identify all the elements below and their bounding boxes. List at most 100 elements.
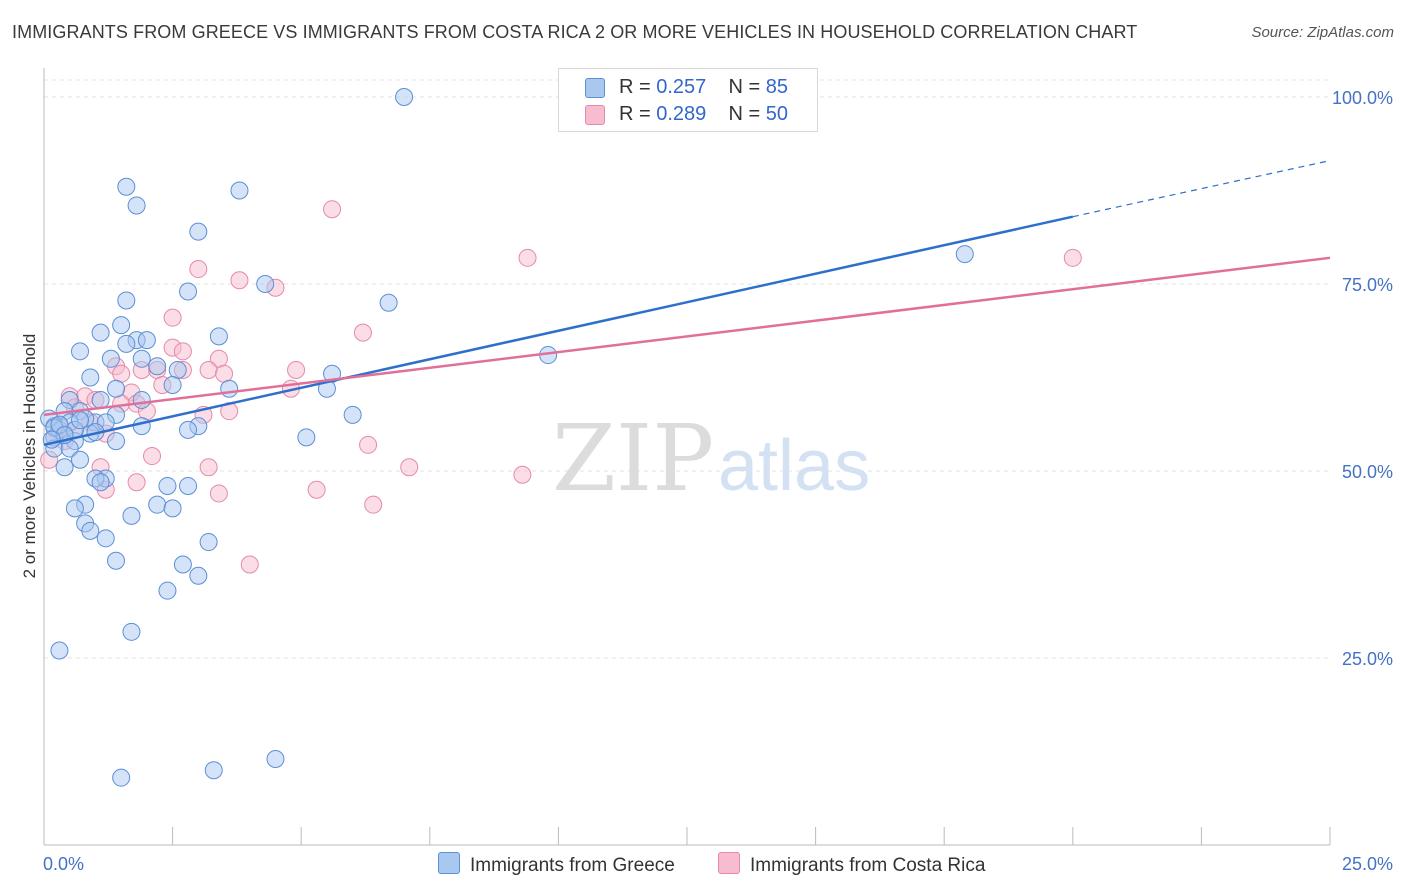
greece-point — [51, 642, 68, 659]
costa-rica-point — [324, 201, 341, 218]
costa-rica-point — [174, 343, 191, 360]
greece-swatch-icon — [585, 78, 605, 98]
costa-rica-point — [360, 436, 377, 453]
greece-point — [102, 350, 119, 367]
greece-point — [221, 380, 238, 397]
greece-point — [108, 380, 125, 397]
greece-point — [396, 89, 413, 106]
costa-rica-point — [288, 362, 305, 379]
legend-costa-r-label: R = — [619, 103, 651, 125]
costa-rica-point — [144, 448, 161, 465]
legend-costa-n-value: 50 — [766, 103, 788, 125]
greece-point — [956, 246, 973, 263]
greece-point — [133, 418, 150, 435]
greece-point — [97, 530, 114, 547]
greece-point — [82, 369, 99, 386]
greece-point — [180, 477, 197, 494]
costa-rica-point — [241, 556, 258, 573]
greece-point — [123, 623, 140, 640]
greece-point — [72, 343, 89, 360]
y-tick-label: 50.0% — [1342, 462, 1393, 482]
greece-point — [298, 429, 315, 446]
costa-rica-point — [190, 261, 207, 278]
greece-point — [72, 412, 89, 429]
greece-point — [113, 317, 130, 334]
greece-point — [344, 406, 361, 423]
legend-costa-r-value: 0.289 — [656, 103, 706, 125]
costa-rica-point — [128, 474, 145, 491]
costa-rica-point — [308, 481, 325, 498]
greece-point — [190, 567, 207, 584]
greece-point — [118, 292, 135, 309]
greece-point — [231, 182, 248, 199]
greece-point — [66, 500, 83, 517]
correlation-legend: R = 0.257 N = 85 R = 0.289 N = 50 — [558, 68, 818, 132]
greece-point — [92, 391, 109, 408]
greece-point — [159, 477, 176, 494]
watermark-atlas: atlas — [718, 426, 870, 506]
greece-point — [133, 391, 150, 408]
greece-point — [164, 500, 181, 517]
greece-point — [380, 294, 397, 311]
costa-rica-point — [1064, 249, 1081, 266]
greece-trend-extension — [1073, 161, 1330, 217]
greece-point — [190, 223, 207, 240]
costa-rica-point — [164, 309, 181, 326]
greece-point — [149, 358, 166, 375]
series-costa-rica-points — [41, 201, 1082, 573]
grid-lines — [44, 80, 1330, 658]
watermark: ZIP atlas — [552, 405, 870, 512]
x-tick-label-min: 0.0% — [43, 854, 84, 874]
costa-rica-point — [514, 466, 531, 483]
greece-legend-swatch-icon — [438, 852, 460, 874]
legend-greece-n-label: N = — [729, 76, 761, 98]
greece-point — [72, 451, 89, 468]
greece-point — [210, 328, 227, 345]
watermark-zip: ZIP — [552, 405, 714, 512]
legend-greece-r-label: R = — [619, 76, 651, 98]
greece-point — [138, 332, 155, 349]
greece-point — [82, 522, 99, 539]
costa-rica-point — [231, 272, 248, 289]
costa-rica-point — [200, 459, 217, 476]
greece-point — [164, 376, 181, 393]
costa-rica-point — [519, 249, 536, 266]
greece-point — [149, 496, 166, 513]
greece-point — [113, 769, 130, 786]
greece-point — [257, 276, 274, 293]
trend-lines — [44, 161, 1330, 445]
greece-point — [267, 750, 284, 767]
greece-point — [133, 350, 150, 367]
y-axis-label: 2 or more Vehicles in Household — [20, 334, 39, 579]
greece-point — [169, 362, 186, 379]
y-tick-label: 25.0% — [1342, 649, 1393, 669]
bottom-legend-greece: Immigrants from Greece — [438, 852, 675, 877]
y-tick-label: 100.0% — [1332, 88, 1393, 108]
greece-point — [118, 335, 135, 352]
y-tick-label: 75.0% — [1342, 275, 1393, 295]
costa-rica-point — [365, 496, 382, 513]
costa-rica-legend-swatch-icon — [718, 852, 740, 874]
greece-point — [128, 197, 145, 214]
greece-point — [92, 474, 109, 491]
greece-point — [123, 507, 140, 524]
legend-costa-n-label: N = — [729, 103, 761, 125]
costa-rica-point — [210, 485, 227, 502]
costa-rica-swatch-icon — [585, 105, 605, 125]
greece-point — [180, 283, 197, 300]
bottom-legend-costa-label: Immigrants from Costa Rica — [750, 855, 985, 876]
greece-point — [200, 534, 217, 551]
greece-point — [108, 433, 125, 450]
x-tick-label-max: 25.0% — [1342, 854, 1393, 874]
costa-rica-point — [113, 365, 130, 382]
legend-greece-r-value: 0.257 — [656, 76, 706, 98]
bottom-legend-costa-rica: Immigrants from Costa Rica — [718, 852, 985, 877]
costa-rica-point — [216, 365, 233, 382]
greece-point — [159, 582, 176, 599]
greece-point — [180, 421, 197, 438]
greece-point — [174, 556, 191, 573]
bottom-legend-greece-label: Immigrants from Greece — [470, 855, 675, 876]
greece-point — [118, 178, 135, 195]
costa-rica-point — [200, 362, 217, 379]
legend-greece-n-value: 85 — [766, 76, 788, 98]
